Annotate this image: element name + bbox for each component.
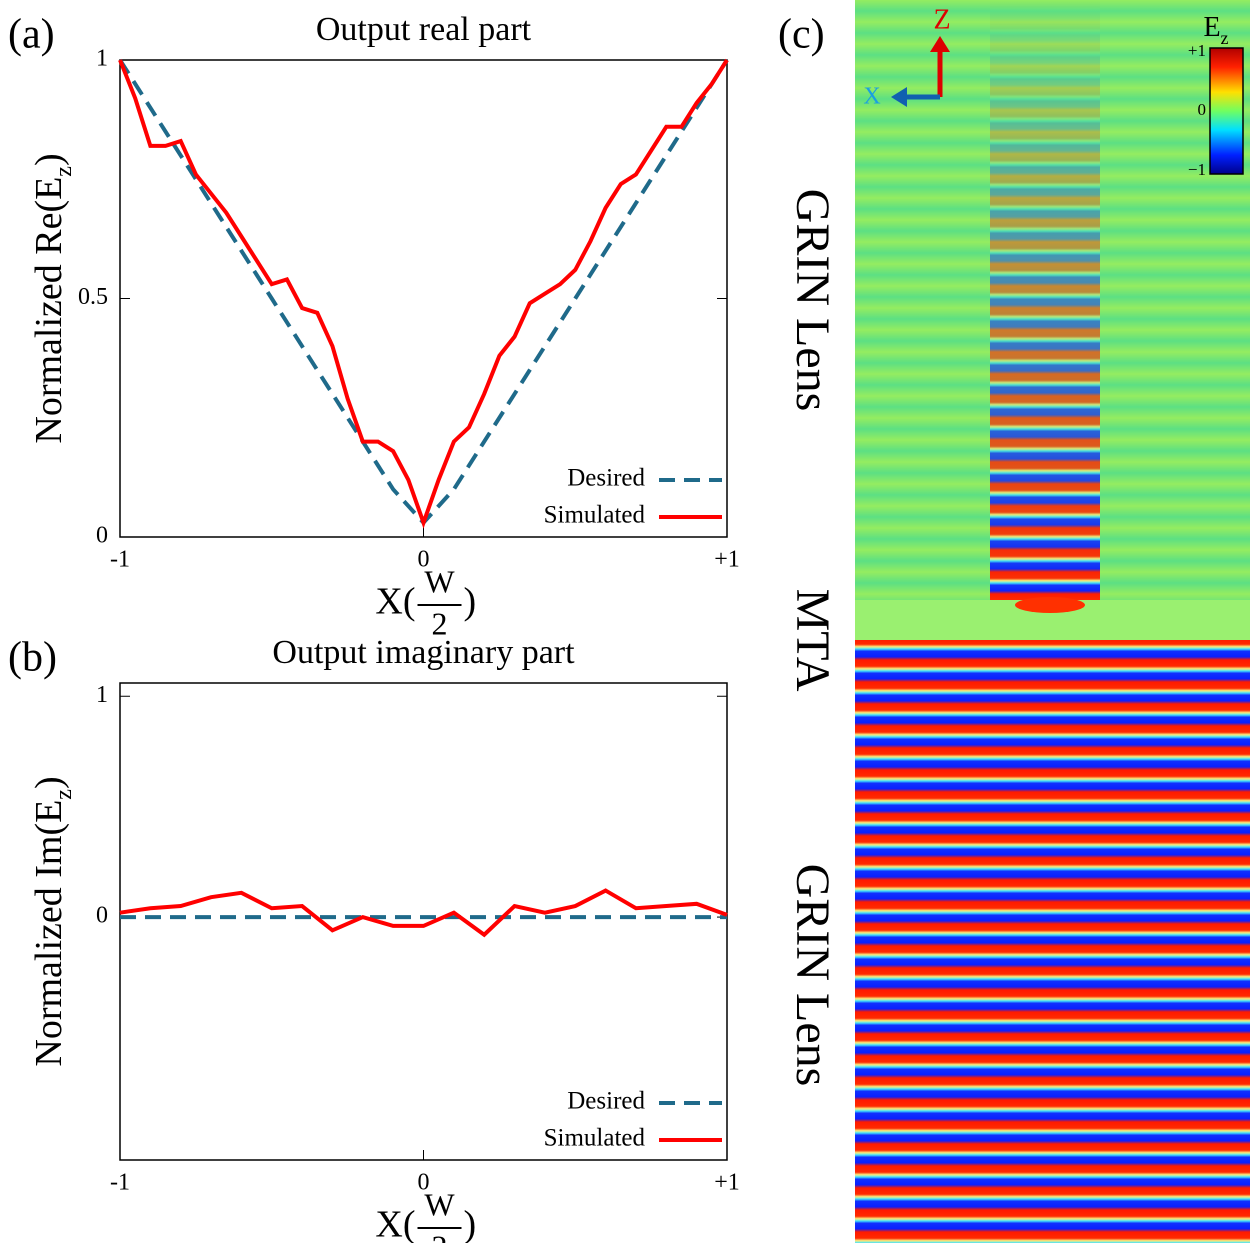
chart-title: Output imaginary part — [272, 634, 575, 671]
x-axis-label: 2 — [432, 605, 448, 641]
x-axis-label: W — [424, 563, 455, 599]
y-axis-label-part: z — [51, 166, 77, 177]
y-axis-label: Normalized Im(Ez) — [28, 776, 77, 1066]
x-tick-label: -1 — [110, 547, 130, 573]
x-tick-label: +1 — [714, 1170, 740, 1196]
x-axis-label: X( — [375, 581, 415, 623]
y-axis-label-part: ) — [28, 776, 70, 789]
y-axis-label-part: z — [51, 789, 77, 800]
x-tick-label: 0 — [418, 1170, 430, 1196]
y-axis-label-part: Normalized Im(E — [28, 800, 70, 1067]
panel-label: (c) — [778, 12, 825, 58]
colorbar-tick-label: −1 — [1188, 160, 1206, 179]
x-axis-label: ) — [464, 581, 477, 623]
legend-label: Desired — [567, 465, 645, 492]
legend-label: Simulated — [544, 1125, 646, 1152]
y-tick-label: 0.5 — [78, 284, 108, 310]
colorbar-tick-label: +1 — [1188, 41, 1206, 60]
y-tick-label: 1 — [96, 46, 108, 72]
colorbar — [1209, 47, 1244, 175]
region-label: MTA — [786, 589, 839, 692]
y-tick-label: 0 — [96, 903, 108, 929]
x-axis-label: ) — [464, 1204, 477, 1243]
axis-glyph-label: Z — [933, 4, 950, 35]
colorbar-tick-label: 0 — [1198, 100, 1207, 119]
x-axis-label: W — [424, 1186, 455, 1222]
series-line — [119, 888, 728, 938]
region-label: GRIN Lens — [786, 864, 839, 1087]
series-line — [118, 58, 729, 526]
x-axis-label: X( — [375, 1204, 415, 1243]
y-axis-label-part: Normalized Re(E — [28, 177, 70, 444]
field-image — [855, 0, 1250, 1243]
legend-label: Simulated — [544, 502, 646, 529]
y-tick-label: 0 — [96, 523, 108, 549]
y-axis-label-part: ) — [28, 153, 70, 166]
x-axis-label: 2 — [432, 1228, 448, 1243]
colorbar-label-part: z — [1221, 28, 1229, 48]
series-line — [118, 58, 729, 529]
chart-title: Output real part — [316, 11, 532, 48]
y-tick-label: 1 — [96, 682, 108, 708]
colorbar-label-part: E — [1203, 12, 1220, 43]
colorbar-label: Ez — [1203, 12, 1228, 48]
axes-glyph — [891, 36, 950, 107]
x-tick-label: -1 — [110, 1170, 130, 1196]
x-tick-label: 0 — [418, 547, 430, 573]
axis-glyph-label: X — [863, 84, 880, 110]
x-tick-label: +1 — [714, 547, 740, 573]
panel-label: (a) — [8, 12, 55, 58]
panel-label: (b) — [8, 635, 57, 681]
region-label: GRIN Lens — [786, 189, 839, 412]
y-axis-label: Normalized Re(Ez) — [28, 153, 77, 443]
legend-label: Desired — [567, 1088, 645, 1115]
